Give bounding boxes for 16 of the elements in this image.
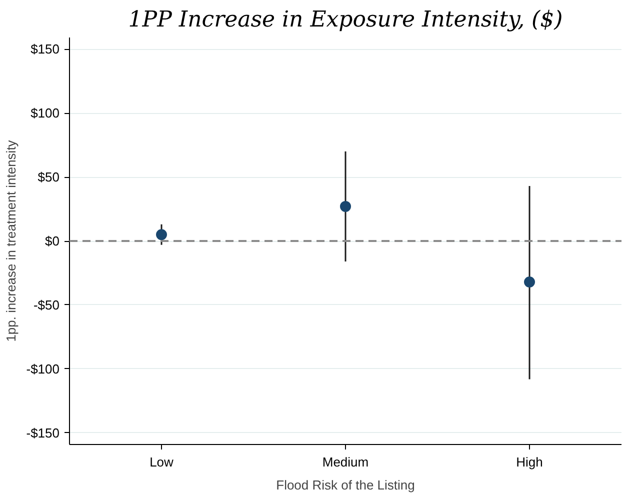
y-tick-label: $0 xyxy=(45,234,60,248)
y-tick-label: -$150 xyxy=(26,425,60,440)
x-axis-title: Flood Risk of the Listing xyxy=(276,478,415,492)
x-tick-label: Low xyxy=(150,454,174,470)
y-tick-label: -$100 xyxy=(26,361,60,376)
x-tick-label: High xyxy=(516,454,543,470)
y-tick-label: $100 xyxy=(30,106,60,121)
chart-title: 1PP Increase in Exposure Intensity, ($) xyxy=(128,8,563,32)
y-tick-label: -$50 xyxy=(33,297,60,312)
y-tick-label: $50 xyxy=(38,170,60,185)
point xyxy=(340,200,351,212)
x-tick-label: Medium xyxy=(322,454,369,470)
y-axis-title: 1pp. increase in treatment intensity xyxy=(3,140,18,342)
point xyxy=(524,276,535,288)
y-tick-label: $150 xyxy=(30,42,60,57)
point xyxy=(156,229,167,240)
